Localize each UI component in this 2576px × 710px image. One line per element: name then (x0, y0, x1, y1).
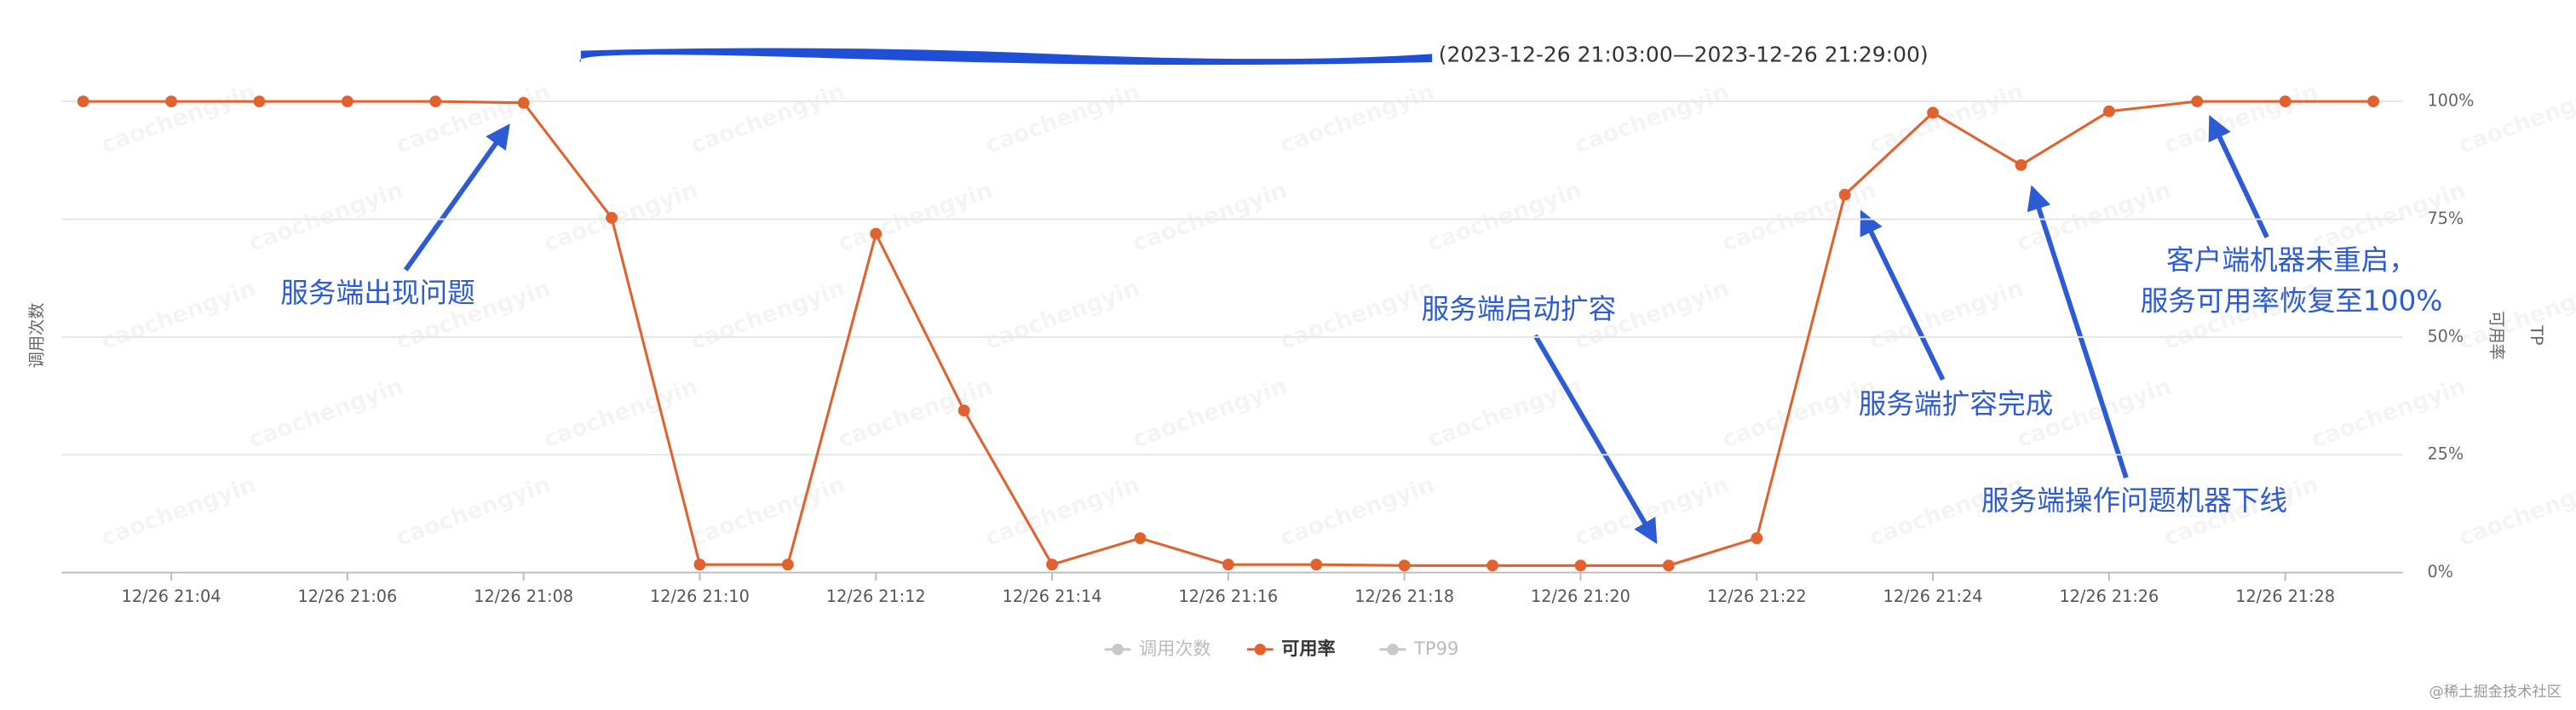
arrows (403, 115, 2269, 545)
data-point (1134, 532, 1147, 545)
x-tick-label: 12/26 21:08 (474, 587, 573, 606)
x-tick-label: 12/26 21:26 (2059, 587, 2159, 606)
data-point (2102, 105, 2115, 117)
legend-label[interactable]: TP99 (1413, 638, 1459, 659)
annotation: 客户端机器未重启， (2166, 243, 2417, 276)
annotation: 服务可用率恢复至100% (2141, 285, 2443, 318)
data-point (1222, 558, 1234, 571)
redaction (579, 48, 1433, 66)
background (4, 0, 2572, 710)
y-tick-label: 75% (2427, 209, 2464, 228)
legend-marker (1254, 644, 1267, 656)
data-point (781, 558, 794, 571)
x-tick-label: 12/26 21:14 (1003, 587, 1102, 606)
annotation: 服务端操作问题机器下线 (1981, 484, 2287, 517)
legend-label[interactable]: 可用率 (1281, 638, 1335, 659)
legend-marker (1112, 644, 1124, 656)
x-tick-label: 12/26 21:24 (1883, 587, 1983, 606)
data-point (1838, 188, 1851, 201)
x-tick-label: 12/26 21:20 (1531, 587, 1630, 606)
y-axis-label-right: 可用率 (2487, 311, 2507, 360)
data-point (1662, 559, 1675, 572)
x-tick-label: 12/26 21:28 (2235, 587, 2335, 606)
legend-label[interactable]: 调用次数 (1139, 638, 1211, 659)
y-tick-label: 50% (2427, 326, 2464, 346)
data-point (606, 211, 618, 224)
x-tick-label: 12/26 21:12 (826, 587, 926, 606)
y-tick-label: 100% (2427, 91, 2474, 111)
arrow (403, 123, 510, 272)
data-point (253, 95, 266, 108)
data-point (1398, 559, 1411, 572)
data-point (693, 558, 706, 571)
data-point (2015, 158, 2027, 171)
data-point (1486, 559, 1498, 572)
data-point (77, 95, 89, 108)
x-tick-label: 12/26 21:10 (650, 587, 750, 606)
x-tick-label: 12/26 21:16 (1178, 587, 1278, 606)
data-point (1751, 532, 1763, 545)
data-point (870, 227, 883, 240)
arrow (1532, 334, 1658, 545)
data-point (165, 95, 177, 108)
chart-title: (2023-12-26 21:03:00—2023-12-26 21:29:00… (1439, 42, 1929, 66)
y-axis-label-far-right: TP (2527, 324, 2546, 345)
y-axis-label-left: 调用次数 (26, 303, 46, 369)
y-tick-label: 25% (2427, 444, 2464, 464)
arrow (2027, 185, 2129, 479)
x-tick-label: 12/26 21:22 (1707, 587, 1807, 606)
data-point (341, 95, 354, 108)
arrow (1860, 209, 1946, 381)
y-tick-label: 0% (2427, 562, 2452, 581)
annotation: 服务端出现问题 (280, 277, 475, 309)
annotation: 服务端扩容完成 (1859, 388, 2054, 421)
data-point (1046, 558, 1058, 571)
data-point (957, 404, 970, 417)
x-tick-label: 12/26 21:06 (297, 587, 397, 606)
legend-marker (1387, 644, 1399, 656)
data-point (1927, 106, 1939, 119)
data-point (2367, 95, 2379, 108)
data-point (429, 95, 442, 108)
data-point (1310, 558, 1323, 571)
annotation: 服务端启动扩容 (1422, 293, 1617, 325)
data-point (517, 96, 530, 109)
x-tick-label: 12/26 21:18 (1354, 587, 1454, 606)
data-point (1574, 559, 1587, 572)
x-tick-label: 12/26 21:04 (122, 587, 221, 606)
data-point (2279, 95, 2291, 108)
data-point (2191, 95, 2204, 108)
footer: @稀土掘金技术社区 (2429, 684, 2562, 701)
arrow (2208, 115, 2269, 238)
